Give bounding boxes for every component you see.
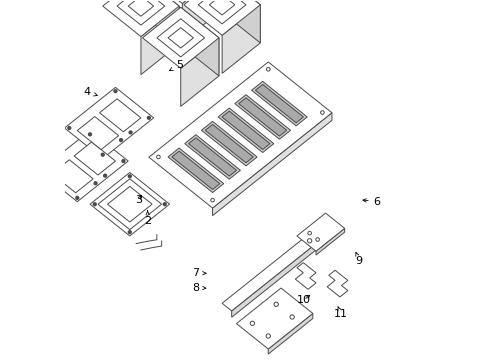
Polygon shape — [212, 113, 331, 216]
Text: 1: 1 — [178, 159, 196, 169]
Polygon shape — [188, 138, 236, 176]
Text: 7: 7 — [192, 268, 205, 278]
Polygon shape — [183, 0, 260, 35]
Text: 2: 2 — [144, 211, 151, 226]
Polygon shape — [64, 87, 153, 158]
Circle shape — [147, 116, 150, 119]
Circle shape — [68, 127, 71, 130]
Polygon shape — [317, 227, 326, 241]
Polygon shape — [39, 131, 128, 202]
Polygon shape — [222, 227, 326, 311]
Circle shape — [122, 159, 124, 162]
Polygon shape — [100, 99, 141, 132]
Circle shape — [101, 153, 104, 156]
Circle shape — [88, 133, 91, 136]
Polygon shape — [234, 95, 290, 139]
Polygon shape — [236, 288, 312, 349]
Polygon shape — [74, 142, 115, 175]
Text: 10: 10 — [296, 295, 310, 305]
Polygon shape — [102, 0, 179, 37]
Text: 6: 6 — [362, 197, 380, 207]
Circle shape — [129, 131, 132, 134]
Text: 5: 5 — [169, 60, 183, 71]
Polygon shape — [296, 213, 344, 251]
Text: 4: 4 — [84, 87, 97, 97]
Polygon shape — [326, 270, 347, 297]
Polygon shape — [222, 0, 260, 43]
Circle shape — [42, 170, 45, 172]
Polygon shape — [222, 111, 269, 149]
Polygon shape — [315, 228, 344, 255]
Circle shape — [114, 90, 117, 93]
Polygon shape — [77, 117, 119, 150]
Polygon shape — [201, 121, 257, 166]
Polygon shape — [168, 28, 193, 48]
Polygon shape — [142, 7, 219, 68]
Polygon shape — [198, 0, 245, 24]
Text: 8: 8 — [192, 283, 205, 293]
Polygon shape — [144, 0, 220, 4]
Polygon shape — [182, 0, 220, 11]
Polygon shape — [168, 148, 223, 193]
Polygon shape — [181, 7, 219, 76]
Polygon shape — [128, 0, 153, 16]
Polygon shape — [218, 108, 273, 153]
Polygon shape — [251, 81, 306, 126]
Polygon shape — [117, 0, 164, 25]
Polygon shape — [141, 6, 179, 75]
Polygon shape — [157, 19, 204, 57]
Circle shape — [94, 182, 97, 185]
Text: 11: 11 — [334, 307, 347, 319]
Polygon shape — [295, 263, 315, 289]
Polygon shape — [148, 62, 331, 208]
Polygon shape — [182, 0, 220, 42]
Circle shape — [76, 197, 79, 199]
Polygon shape — [238, 98, 286, 136]
Circle shape — [93, 203, 96, 206]
Circle shape — [103, 174, 106, 177]
Circle shape — [120, 139, 122, 141]
Polygon shape — [231, 235, 326, 317]
Circle shape — [128, 175, 131, 178]
Polygon shape — [141, 0, 179, 44]
Polygon shape — [268, 314, 312, 354]
Polygon shape — [181, 38, 219, 107]
Polygon shape — [205, 125, 253, 163]
Text: 9: 9 — [355, 252, 362, 266]
Polygon shape — [52, 160, 93, 193]
Polygon shape — [222, 5, 260, 73]
Polygon shape — [209, 0, 234, 15]
Polygon shape — [255, 85, 303, 123]
Polygon shape — [171, 151, 220, 189]
Circle shape — [128, 231, 131, 234]
Polygon shape — [184, 135, 240, 179]
Text: 3: 3 — [135, 195, 142, 205]
Circle shape — [163, 203, 166, 206]
